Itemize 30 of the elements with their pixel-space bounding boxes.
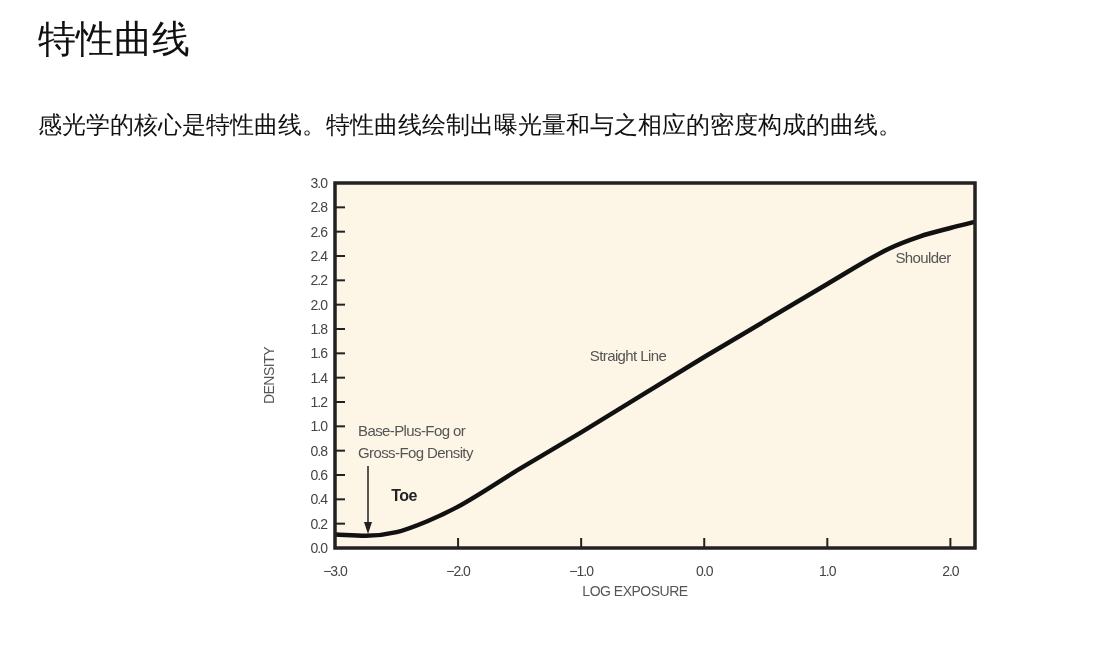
y-tick-label: 1.8 [310,321,329,337]
y-tick-label: 2.2 [310,272,329,289]
y-tick-label: 1.0 [310,418,329,435]
chart-subtitle: 感光学的核心是特性曲线。特性曲线绘制出曝光量和与之相应的密度构成的曲线。 [38,111,902,139]
x-tick-label: −2.0 [446,563,472,579]
x-tick-label: 0.0 [696,563,714,579]
y-tick-label: 0.0 [310,540,329,556]
y-tick-label: 2.8 [310,199,329,216]
y-tick-label: 0.6 [310,467,329,483]
y-tick-label: 0.2 [310,515,329,532]
x-axis-title: LOG EXPOSURE [582,583,688,599]
y-tick-label: 3.0 [310,175,329,191]
annotation: Base-Plus-Fog or Gross-Fog Density [358,422,474,461]
x-tick-label: −1.0 [569,563,595,579]
x-tick-label: 1.0 [819,563,837,579]
y-tick-label: 2.4 [310,248,329,264]
annotation: Toe [391,487,418,504]
y-tick-label: 1.4 [310,369,329,386]
y-axis-title: DENSITY [261,345,277,405]
y-tick-label: 0.8 [310,442,329,459]
y-tick-label: 2.6 [310,223,329,240]
annotation: Straight Line [589,347,667,364]
annotation: Shoulder [895,249,952,266]
x-tick-label: −3.0 [323,563,349,579]
y-tick-label: 1.2 [310,394,329,410]
y-tick-label: 2.0 [310,296,329,313]
y-tick-label: 0.4 [310,491,329,508]
y-tick-label: 1.6 [310,345,329,362]
chart-title: 特性曲线 [38,17,190,61]
x-tick-label: 2.0 [942,563,960,579]
